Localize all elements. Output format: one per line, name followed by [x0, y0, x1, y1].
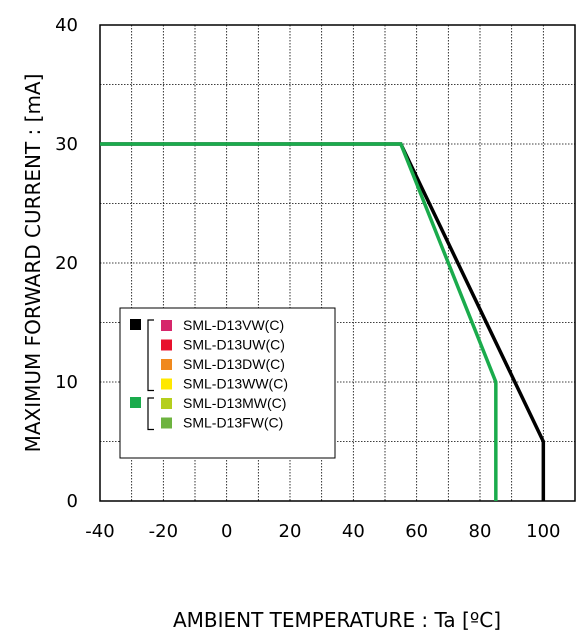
- legend-item-label: SML-D13VW(C): [183, 317, 284, 333]
- x-tick-label: 20: [279, 521, 302, 542]
- legend-item-label: SML-D13DW(C): [183, 356, 285, 372]
- legend: SML-D13VW(C) SML-D13UW(C) SML-D13DW(C) SML-…: [119, 307, 336, 459]
- x-axis-title: AMBIENT TEMPERATURE : Ta [ºC]: [173, 608, 501, 632]
- legend-box: [119, 307, 336, 459]
- x-tick-label: 100: [526, 521, 560, 542]
- legend-group-swatch: [130, 319, 141, 330]
- x-tick-label: -40: [85, 521, 114, 542]
- x-tick-label: 0: [221, 521, 232, 542]
- legend-item-label: SML-D13FW(C): [183, 415, 283, 431]
- legend-item-label: SML-D13WW(C): [183, 376, 288, 392]
- series-line-2: [100, 142, 498, 501]
- y-tick-label: 0: [67, 491, 78, 512]
- x-tick-label: 60: [405, 521, 428, 542]
- legend-item-swatch: [161, 320, 172, 331]
- x-tick-label: 40: [342, 521, 365, 542]
- legend-item-swatch: [161, 359, 172, 370]
- y-tick-label: 30: [55, 134, 78, 155]
- legend-item-swatch: [161, 417, 172, 429]
- plot-frame: [99, 24, 576, 502]
- legend-item-swatch: [161, 339, 172, 351]
- y-tick-label: 40: [55, 15, 78, 36]
- legend-bracket: [147, 397, 154, 431]
- x-tick-label: 80: [469, 521, 492, 542]
- series-lines: [100, 142, 546, 501]
- legend-item-label: SML-D13UW(C): [183, 337, 285, 353]
- y-tick-label: 20: [55, 253, 78, 274]
- x-tick-label: -20: [149, 521, 178, 542]
- y-tick-label: 10: [55, 372, 78, 393]
- legend-item-label: SML-D13MW(C): [183, 395, 286, 411]
- legend-bracket: [147, 319, 154, 392]
- y-axis-title: MAXIMUM FORWARD CURRENT : [mA]: [21, 74, 45, 453]
- axis-ticks: -40 -20 0 20 40 60 80 100 0 10 20 30 40: [55, 15, 560, 542]
- legend-item-swatch: [161, 378, 172, 390]
- legend-group-swatch: [130, 397, 141, 408]
- legend-item-swatch: [161, 398, 172, 409]
